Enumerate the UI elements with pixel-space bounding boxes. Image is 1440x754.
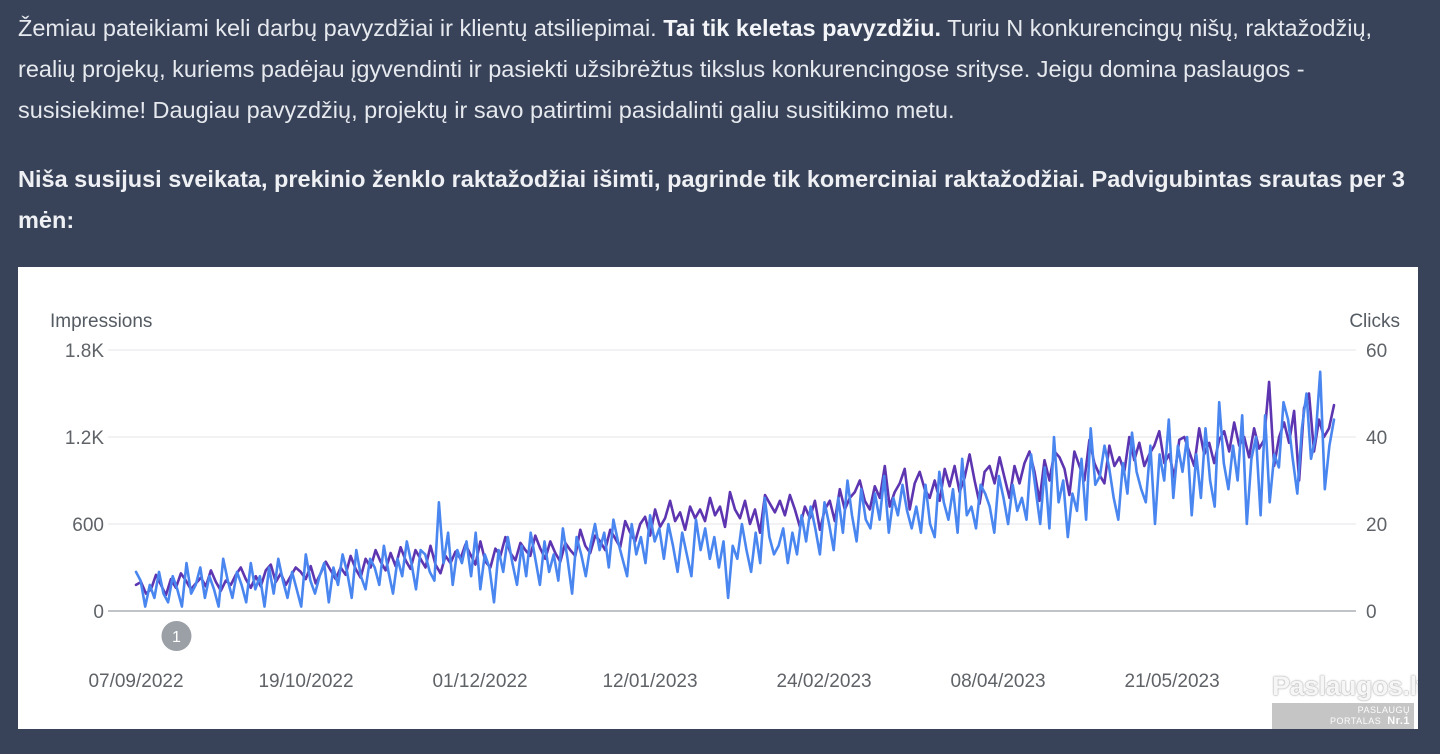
annotation-circle[interactable] <box>161 621 192 651</box>
watermark-logo: Paslaugos.lt PASLAUGŲ PORTALAS Nr.1 <box>1272 671 1418 729</box>
annotation-marker[interactable]: 1 <box>161 621 192 651</box>
niche-heading: Niša susijusi sveikata, prekinio ženklo … <box>18 166 1405 233</box>
impressions-series-line <box>134 380 1336 597</box>
intro-bold: Tai tik keletas pavyzdžiu. <box>663 15 941 41</box>
y-right-tick-label: 60 <box>1366 341 1387 362</box>
x-tick-label: 07/09/2022 <box>88 671 183 692</box>
annotation-label: 1 <box>172 629 181 646</box>
y-left-tick-label: 1.8K <box>65 341 104 362</box>
intro-text-1: Žemiau pateikiami keli darbų pavyzdžiai … <box>18 15 664 41</box>
y-left-tick-label: 0 <box>93 602 104 623</box>
watermark-nr: Nr.1 <box>1387 715 1410 727</box>
y-right-tick-label: 0 <box>1366 602 1377 623</box>
x-tick-label: 19/10/2022 <box>258 671 353 692</box>
y-right-axis-label: Clicks <box>1349 311 1400 332</box>
clicks-series-line <box>134 370 1336 608</box>
x-tick-label: 24/02/2023 <box>776 671 871 692</box>
chart-card: 0 0 600 20 1.2K 40 1.8K 60 Impressions Clicks 07/0… <box>18 267 1418 729</box>
y-right-tick-label: 40 <box>1366 428 1387 449</box>
x-tick-label: 01/12/2022 <box>432 671 527 692</box>
y-right-tick-label: 20 <box>1366 515 1387 536</box>
chart-labels: 0 0 600 20 1.2K 40 1.8K 60 Impressions Clicks 07/0… <box>50 311 1400 692</box>
intro-paragraph: Žemiau pateikiami keli darbų pavyzdžiai … <box>18 8 1428 131</box>
x-tick-label: 08/04/2023 <box>951 671 1046 692</box>
watermark-main: Paslaugos.lt <box>1272 671 1418 701</box>
y-left-tick-label: 1.2K <box>65 428 104 449</box>
x-tick-label: 21/05/2023 <box>1125 671 1220 692</box>
intro-text-2: Turiu N konkurencingų nišų, raktažodžių,… <box>18 15 1373 123</box>
x-tick-label: 12/01/2023 <box>602 671 697 692</box>
watermark-sub: PASLAUGŲ PORTALAS Nr.1 <box>1272 703 1414 729</box>
chart-series <box>134 370 1336 608</box>
y-left-tick-label: 600 <box>72 515 104 536</box>
chart-gridlines <box>108 349 1356 612</box>
watermark-sub-text: PASLAUGŲ PORTALAS <box>1330 705 1410 726</box>
performance-chart: 0 0 600 20 1.2K 40 1.8K 60 Impressions Clicks 07/0… <box>50 311 1400 692</box>
y-left-axis-label: Impressions <box>50 311 152 332</box>
